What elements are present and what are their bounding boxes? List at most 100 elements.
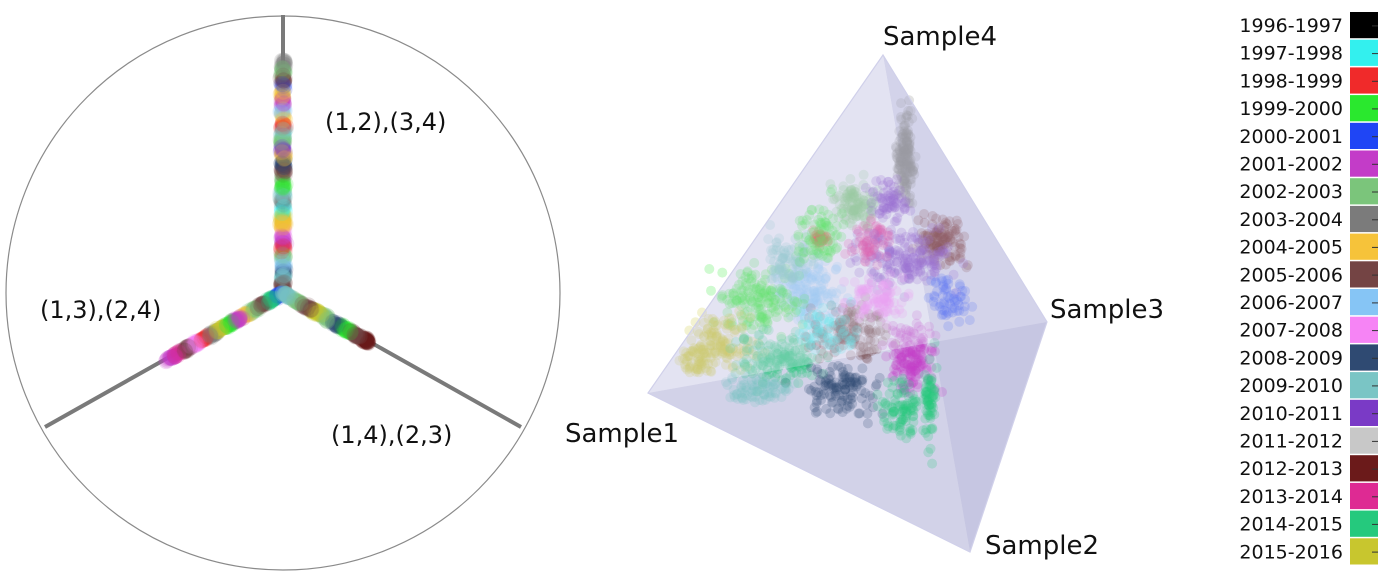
data-point [866, 202, 877, 213]
data-point [274, 121, 291, 138]
data-point [275, 127, 291, 144]
data-point [938, 239, 948, 250]
data-point [817, 235, 828, 246]
data-point [906, 167, 917, 178]
data-point [274, 226, 291, 243]
data-point [913, 237, 924, 248]
data-point [274, 237, 291, 253]
data-point [231, 311, 248, 327]
data-point [903, 156, 914, 167]
data-point [891, 257, 902, 268]
data-point [274, 213, 291, 230]
data-point [276, 249, 293, 266]
data-point [274, 234, 291, 251]
data-point [246, 302, 262, 319]
data-point [244, 302, 261, 319]
vertex-label-sample3: Sample3 [1050, 295, 1164, 325]
data-point [274, 146, 291, 163]
legend-item: 2003-2004 [1239, 205, 1378, 233]
data-point [279, 288, 296, 304]
data-point [273, 211, 289, 228]
data-point [905, 163, 916, 174]
data-point [905, 154, 916, 165]
data-point [892, 256, 903, 267]
data-point [866, 267, 877, 277]
data-point [208, 323, 225, 340]
data-point [273, 228, 290, 245]
data-point [858, 211, 868, 222]
data-point [274, 79, 291, 95]
legend-item: 2014-2015 [1239, 510, 1378, 537]
data-point [848, 205, 859, 216]
data-point [346, 326, 363, 343]
legend-label: 2015-2016 [1239, 541, 1343, 563]
data-point [208, 320, 225, 337]
data-point [274, 52, 290, 69]
data-point [273, 286, 290, 303]
data-point [194, 330, 211, 347]
data-point [356, 331, 373, 347]
data-point [274, 235, 291, 252]
data-point [925, 443, 936, 454]
data-point [210, 322, 227, 339]
data-point [907, 113, 918, 124]
data-point [199, 329, 216, 346]
data-point [273, 250, 290, 267]
data-point [893, 164, 904, 175]
data-point [319, 310, 336, 327]
data-point [938, 232, 949, 243]
data-point [905, 145, 916, 156]
data-point [189, 334, 206, 351]
data-point [278, 235, 295, 252]
data-point [274, 87, 291, 104]
data-point [920, 239, 931, 249]
data-point [945, 235, 956, 246]
data-point [274, 96, 291, 113]
data-point [937, 214, 948, 225]
data-point [789, 367, 799, 378]
data-point [187, 335, 204, 352]
data-point [275, 188, 292, 204]
data-point [854, 267, 865, 278]
data-point [916, 257, 927, 268]
data-point [276, 185, 293, 202]
data-point [273, 89, 290, 106]
data-point [867, 206, 878, 217]
data-point [865, 212, 876, 223]
data-point [226, 313, 243, 330]
data-point [276, 152, 293, 168]
data-point [847, 201, 857, 212]
data-point [276, 164, 293, 181]
data-point [274, 145, 291, 162]
data-point [289, 293, 306, 310]
data-point [263, 292, 280, 309]
data-point [167, 348, 184, 365]
data-point [232, 310, 248, 327]
data-point [844, 206, 855, 217]
data-point [312, 306, 329, 322]
data-point [179, 341, 196, 358]
data-point [275, 216, 292, 232]
data-point [882, 252, 893, 263]
data-point [814, 237, 825, 248]
data-point [275, 176, 292, 193]
data-point [274, 146, 291, 163]
data-point [274, 56, 291, 73]
data-point [274, 238, 291, 255]
data-point [821, 231, 832, 242]
legend-swatch [1350, 455, 1378, 482]
data-point [354, 331, 371, 348]
data-point [812, 364, 823, 375]
data-point [274, 227, 290, 244]
data-point [905, 190, 916, 201]
data-point [274, 145, 291, 162]
data-point [852, 202, 863, 213]
data-point [899, 258, 910, 269]
data-point [354, 332, 371, 349]
data-point [887, 247, 898, 258]
data-point [197, 330, 214, 346]
data-point [307, 303, 324, 320]
data-point [274, 89, 291, 106]
data-point [831, 192, 842, 203]
data-point [886, 225, 896, 235]
